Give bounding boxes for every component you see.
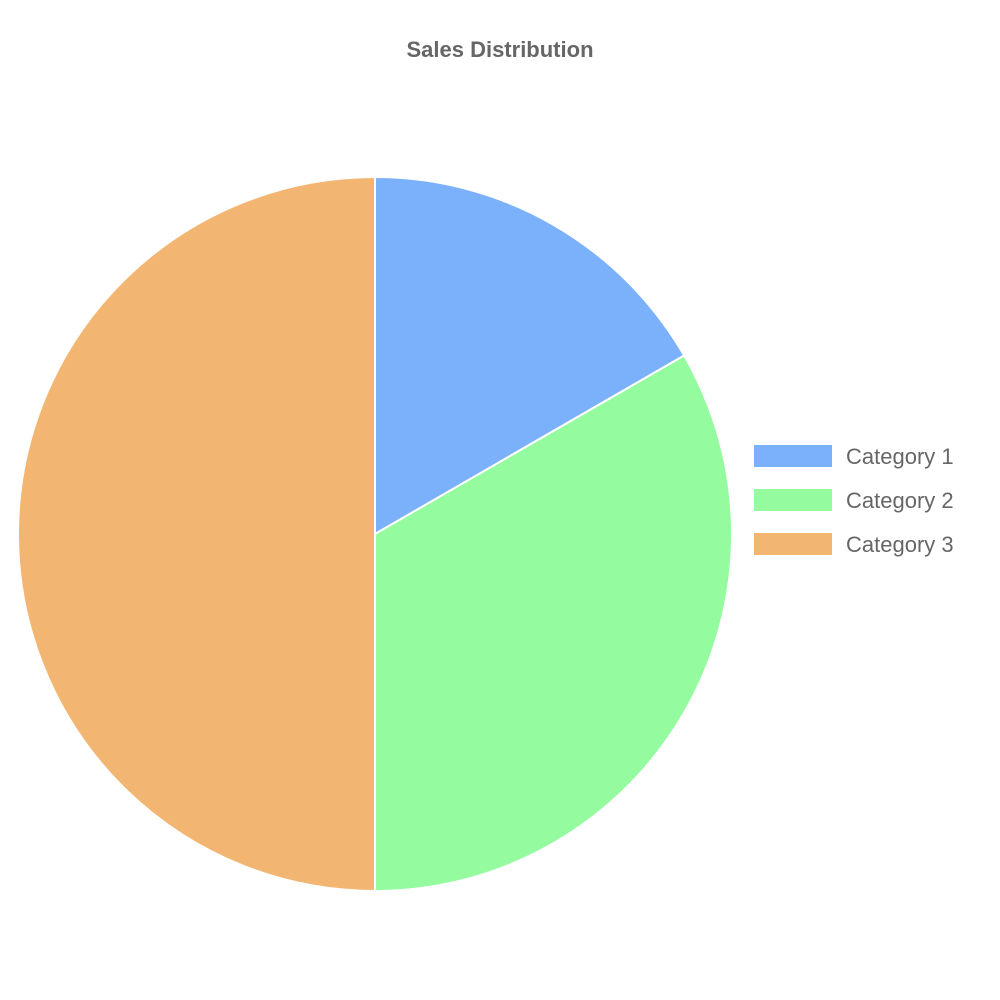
legend-item-2[interactable]: Category 2	[754, 488, 954, 513]
legend-label: Category 2	[846, 488, 954, 513]
legend-label: Category 3	[846, 532, 954, 557]
pie-slice-2[interactable]	[374, 354, 733, 893]
legend-label: Category 1	[846, 444, 954, 469]
legend-swatch	[754, 445, 832, 467]
legend-swatch	[754, 489, 832, 511]
legend-item-1[interactable]: Category 1	[754, 444, 954, 469]
chart-title: Sales Distribution	[406, 37, 593, 62]
legend: Category 1 Category 2 Category 3	[754, 444, 954, 557]
pie-slices	[17, 175, 733, 893]
legend-item-3[interactable]: Category 3	[754, 532, 954, 557]
legend-swatch	[754, 533, 832, 555]
pie-slice-3[interactable]	[17, 175, 376, 893]
pie-slice-1[interactable]	[374, 175, 686, 536]
